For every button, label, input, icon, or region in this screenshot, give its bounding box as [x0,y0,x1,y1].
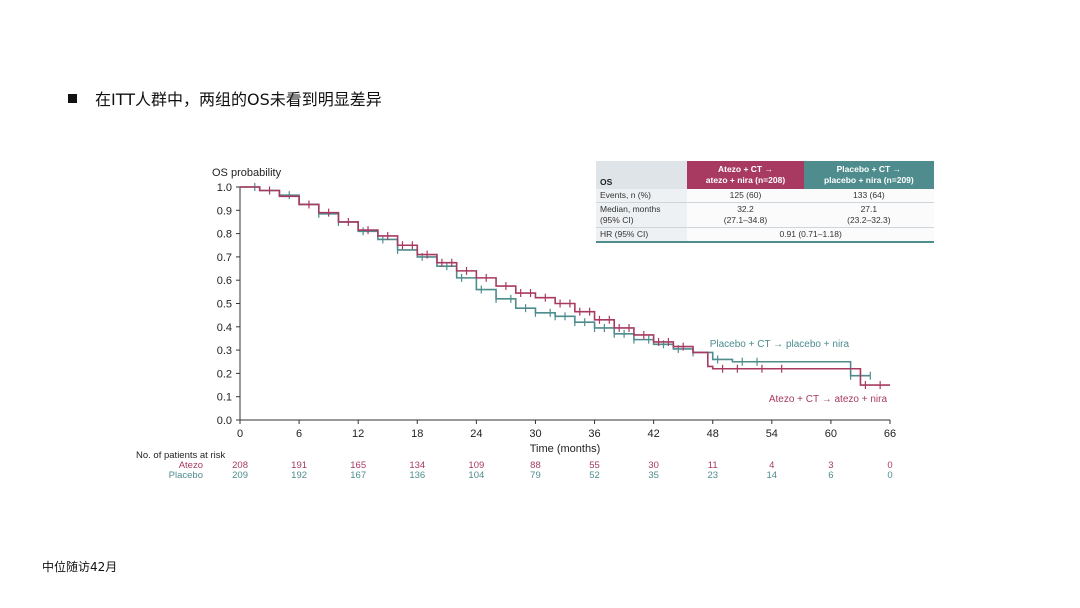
y-tick-label: 0.4 [217,322,232,334]
risk-count: 0 [887,470,892,481]
risk-row-label: Atezo [179,460,203,471]
risk-count: 0 [887,460,892,471]
series-line-atezo [240,186,890,386]
risk-row-label: Placebo [169,470,203,481]
risk-count: 23 [707,470,718,481]
y-tick-label: 0.2 [217,368,232,380]
table-row-events: Events, n (%) 125 (60) 133 (64) [596,189,934,203]
os-summary-table: OS Atezo + CT → atezo + nira (n=208) Plac… [596,161,934,243]
risk-count: 4 [769,460,774,471]
slide-heading: 在ITT人群中，两组的OS未看到明显差异 [68,86,382,110]
y-tick-label: 0.0 [217,415,232,427]
y-tick-label: 0.3 [217,345,232,357]
risk-table-title: No. of patients at risk [136,450,225,461]
x-tick-label: 0 [237,428,243,440]
risk-count: 79 [530,470,541,481]
series-label-placebo: Placebo + CT → placebo + nira [710,339,850,350]
risk-count: 52 [589,470,600,481]
risk-count: 55 [589,460,600,471]
risk-count: 208 [232,460,248,471]
x-tick-label: 12 [352,428,364,440]
x-tick-label: 60 [825,428,837,440]
slide-heading-text: 在ITT人群中，两组的OS未看到明显差异 [95,90,382,109]
y-tick-label: 0.1 [217,392,232,404]
y-tick-label: 0.7 [217,252,232,264]
x-tick-label: 66 [884,428,896,440]
risk-count: 167 [350,470,366,481]
footnote: 中位随访42月 [42,560,118,574]
x-tick-label: 18 [411,428,423,440]
risk-count: 6 [828,470,833,481]
y-tick-label: 1.0 [217,182,232,194]
table-row-hr: HR (95% CI) 0.91 (0.71–1.18) [596,227,934,243]
risk-count: 136 [409,470,425,481]
risk-count: 30 [648,460,659,471]
x-tick-label: 30 [529,428,541,440]
risk-count: 35 [648,470,659,481]
risk-count: 104 [468,470,484,481]
x-axis-title: Time (months) [530,443,601,455]
table-row-median: Median, months (95% CI) 32.2 (27.1–34.8) 2… [596,202,934,228]
risk-count: 134 [409,460,425,471]
risk-count: 165 [350,460,366,471]
risk-count: 14 [767,470,778,481]
risk-count: 209 [232,470,248,481]
x-tick-label: 54 [766,428,778,440]
risk-count: 11 [708,460,718,471]
risk-count: 191 [291,460,307,471]
risk-count: 192 [291,470,307,481]
table-header-placebo: Placebo + CT → placebo + nira (n=209) [803,161,934,189]
y-tick-label: 0.8 [217,229,232,241]
table-header-os: OS [596,161,688,189]
risk-count: 109 [468,460,484,471]
y-tick-label: 0.5 [217,299,232,311]
x-tick-label: 24 [470,428,482,440]
y-tick-label: 0.9 [217,205,232,217]
x-tick-label: 42 [648,428,660,440]
series-label-atezo: Atezo + CT → atezo + nira [769,394,888,405]
x-tick-label: 36 [588,428,600,440]
risk-count: 3 [828,460,833,471]
chart-axes: 0.0 0.1 0.2 0.3 0.4 0.5 0.6 0.7 0.8 0.9 1.0 0 6 12 18 2… [212,167,896,455]
y-axis-title: OS probability [212,167,282,179]
risk-count: 88 [530,460,541,471]
chart-plot-area: Placebo + CT → placebo + nira Atezo + CT … [240,183,890,405]
x-tick-label: 48 [707,428,719,440]
square-bullet-icon [68,93,77,103]
table-header-atezo: Atezo + CT → atezo + nira (n=208) [687,161,804,189]
y-tick-label: 0.6 [217,275,232,287]
x-tick-label: 6 [296,428,302,440]
